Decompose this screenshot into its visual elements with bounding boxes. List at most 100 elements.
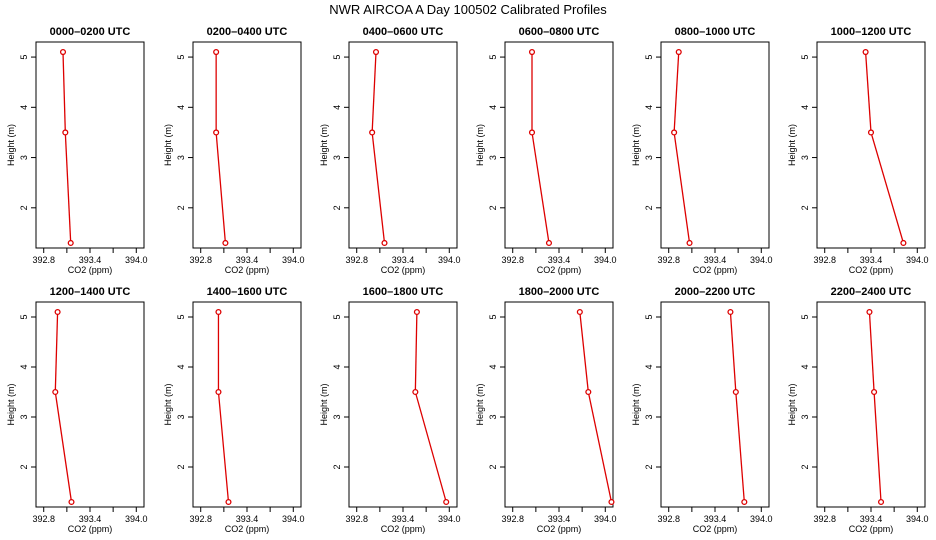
panel-title: 1200–1400 UTC [50,286,131,298]
y-tick-label: 2 [488,464,498,469]
profile-segment [579,311,589,393]
y-axis-label: Height (m) [319,124,329,166]
x-tick-label: 392.8 [657,514,680,524]
x-axis-label: CO2 (ppm) [537,265,582,275]
data-point [225,498,232,506]
data-point [675,48,682,56]
data-point [528,48,536,56]
y-axis-label: Height (m) [787,124,797,166]
y-tick-label: 4 [19,364,29,369]
y-tick-label: 5 [176,55,186,60]
profile-segment [371,132,386,244]
panel-title: 0400–0600 UTC [363,26,444,38]
profile-segment [414,391,447,503]
data-point [381,239,388,247]
profile-segment [371,52,377,133]
x-tick-label: 393.4 [79,514,102,524]
y-tick-label: 2 [176,464,186,469]
y-tick-label: 3 [644,155,654,160]
data-point [412,388,419,396]
y-tick-label: 3 [488,414,498,419]
chart-panel: 0800–1000 UTC 392.8 393.4 394.0 CO2 (ppm) 2 3 4… [631,26,773,275]
data-point [741,498,748,506]
panel-title: 2000–2200 UTC [675,286,756,298]
x-tick-label: 393.4 [548,255,571,265]
data-point [528,129,536,136]
x-tick-label: 394.0 [906,514,929,524]
profile-segment [54,391,73,503]
plot-frame [816,41,926,249]
chart-panel: 0000–0200 UTC 392.8 393.4 394.0 CO2 (ppm) 2 3 4… [6,26,148,275]
y-tick-label: 4 [332,364,342,369]
x-tick-label: 392.8 [657,255,680,265]
panel-title: 0600–0800 UTC [519,26,600,38]
y-tick-label: 4 [800,105,810,110]
y-tick-label: 4 [800,364,810,369]
data-point [67,239,74,247]
data-point [871,388,878,396]
y-axis-label: Height (m) [631,124,641,166]
data-point [213,129,220,136]
y-tick-label: 5 [176,314,186,319]
y-tick-label: 5 [488,55,498,60]
x-tick-label: 393.4 [548,514,571,524]
plot-frame [35,41,145,249]
plot-frame [504,41,614,249]
x-tick-label: 392.8 [501,514,524,524]
y-tick-label: 3 [644,414,654,419]
chart-panel: 1400–1600 UTC 392.8 393.4 394.0 CO2 (ppm) 2 3 4… [163,286,305,534]
x-tick-label: 392.8 [813,255,836,265]
y-tick-label: 2 [19,464,29,469]
chart-panel: 0400–0600 UTC 392.8 393.4 394.0 CO2 (ppm) 2 3 4… [319,26,461,275]
y-tick-label: 2 [176,205,186,210]
y-tick-label: 2 [488,205,498,210]
y-tick-label: 5 [800,314,810,319]
plot-frame [35,301,145,508]
data-point [52,388,59,396]
x-tick-label: 393.4 [704,514,727,524]
x-tick-label: 393.4 [236,255,259,265]
profile-segment [64,132,72,244]
y-tick-label: 3 [332,414,342,419]
x-tick-label: 393.4 [392,255,415,265]
x-tick-label: 393.4 [704,255,727,265]
profile-segment [531,132,550,244]
y-tick-label: 2 [800,205,810,210]
data-point [215,308,222,316]
chart-panel: 0200–0400 UTC 392.8 393.4 394.0 CO2 (ppm) 2 3 4… [163,26,305,275]
profile-segment [873,391,882,503]
data-point [68,498,75,506]
data-point [862,48,869,56]
plot-frame [660,301,770,508]
chart-panel: 1000–1200 UTC 392.8 393.4 394.0 CO2 (ppm) 2 3 4… [787,26,929,275]
data-point [215,388,222,396]
data-point [877,498,885,506]
x-axis-label: CO2 (ppm) [693,265,738,275]
x-tick-label: 392.8 [189,514,212,524]
x-tick-label: 393.4 [860,514,883,524]
y-tick-label: 3 [19,414,29,419]
x-tick-label: 392.8 [189,255,212,265]
x-axis-label: CO2 (ppm) [381,524,426,534]
profile-segment [864,52,872,133]
data-point [686,239,693,247]
profile-segment [54,311,59,393]
panel-title: 1800–2000 UTC [519,286,600,298]
x-tick-label: 392.8 [32,514,55,524]
x-axis-label: CO2 (ppm) [225,524,270,534]
chart-panel: 2200–2400 UTC 392.8 393.4 394.0 CO2 (ppm) 2 3 4… [787,286,929,534]
data-point [369,129,376,136]
y-tick-label: 4 [644,364,654,369]
y-axis-label: Height (m) [475,383,485,425]
x-axis-label: CO2 (ppm) [381,265,426,275]
y-tick-label: 2 [800,464,810,469]
chart-panel: 2000–2200 UTC 392.8 393.4 394.0 CO2 (ppm) 2 3 4… [631,286,773,534]
x-tick-label: 392.8 [345,255,368,265]
data-point [59,48,67,56]
profile-segment [729,311,737,393]
x-tick-label: 393.4 [860,255,883,265]
data-point [62,129,69,136]
data-point [443,498,450,506]
data-point [608,498,615,506]
